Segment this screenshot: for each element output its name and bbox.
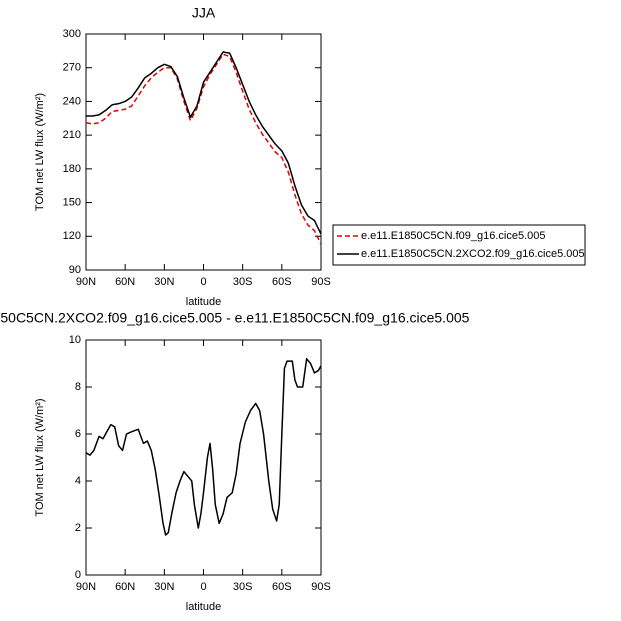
data-line: [85, 53, 322, 245]
y-tick-label: 300: [63, 28, 81, 40]
x-tick-label: 60N: [115, 581, 135, 593]
x-tick-label: 90N: [76, 581, 96, 593]
legend-label: e.e11.E1850C5CN.2XCO2.f09_g16.cice5.005: [361, 248, 585, 260]
chart-title: JJA: [192, 5, 216, 21]
y-tick-label: 90: [69, 264, 81, 276]
y-tick-label: 0: [75, 569, 81, 581]
legend-box: [332, 224, 586, 266]
x-tick-label: 90S: [311, 276, 331, 288]
x-tick-label: 0: [200, 581, 206, 593]
x-axis-label: latitude: [186, 601, 221, 613]
x-tick-label: 30N: [154, 581, 174, 593]
y-tick-label: 6: [75, 428, 81, 440]
plot-frame: [85, 339, 322, 576]
data-line: [85, 358, 322, 536]
y-tick-label: 120: [63, 230, 81, 242]
x-axis-label: latitude: [186, 296, 221, 308]
x-tick-label: 30N: [154, 276, 174, 288]
x-tick-label: 60S: [272, 276, 292, 288]
x-tick-label: 90S: [311, 581, 331, 593]
legend-label: e.e11.E1850C5CN.f09_g16.cice5.005: [361, 230, 546, 242]
x-tick-label: 30S: [233, 581, 253, 593]
y-tick-label: 8: [75, 381, 81, 393]
x-tick-label: 0: [200, 276, 206, 288]
y-tick-label: 4: [75, 475, 81, 487]
x-tick-label: 60N: [115, 276, 135, 288]
data-line: [86, 51, 322, 235]
x-tick-label: 90N: [76, 276, 96, 288]
y-tick-label: 150: [63, 196, 81, 208]
y-tick-label: 240: [63, 95, 81, 107]
y-axis-label: TOM net LW flux (W/m²): [34, 93, 46, 211]
y-axis-label: TOM net LW flux (W/m²): [34, 398, 46, 516]
chart-title: e.e11.E1850C5CN.2XCO2.f09_g16.cice5.005 …: [0, 310, 470, 326]
y-tick-label: 180: [63, 163, 81, 175]
y-tick-label: 270: [63, 62, 81, 74]
y-tick-label: 210: [63, 129, 81, 141]
y-tick-label: 10: [69, 334, 81, 346]
plot-frame: [85, 33, 322, 271]
y-tick-label: 2: [75, 522, 81, 534]
x-tick-label: 30S: [233, 276, 253, 288]
x-tick-label: 60S: [272, 581, 292, 593]
